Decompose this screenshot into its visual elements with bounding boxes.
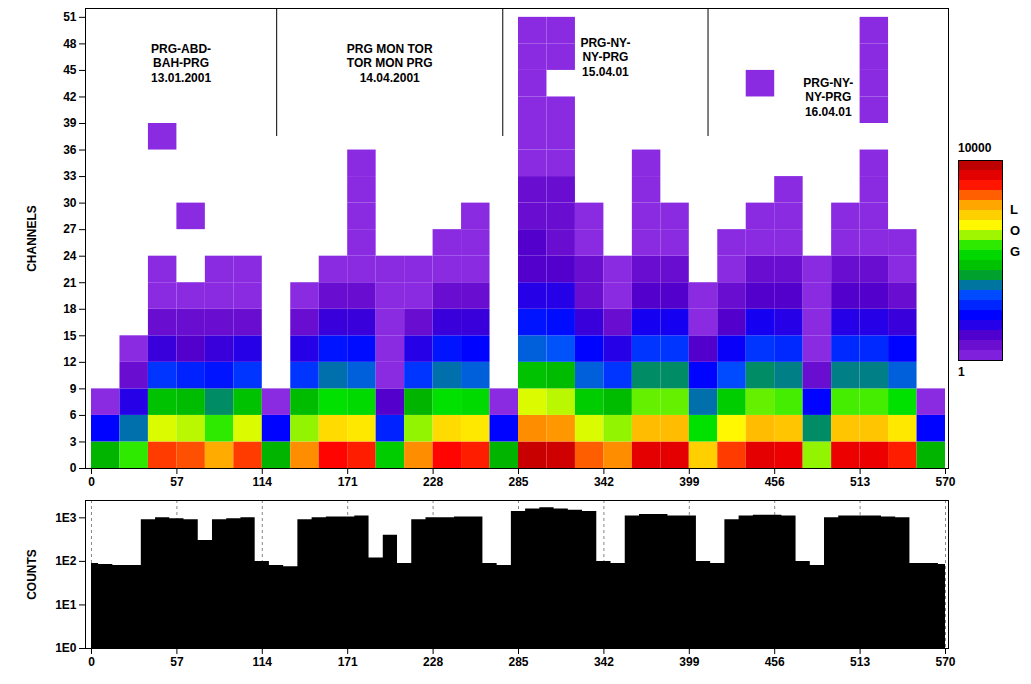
svg-text:COUNTS: COUNTS — [25, 549, 39, 600]
html-text:10000: 10000 — [958, 141, 992, 155]
svg-text:33: 33 — [63, 169, 77, 183]
svg-text:27: 27 — [63, 222, 77, 236]
svg-text:12: 12 — [63, 355, 77, 369]
svg-text:1E3: 1E3 — [55, 511, 77, 525]
svg-text:57: 57 — [170, 475, 184, 489]
svg-text:PRG MON TORTOR MON PRG14.04.20: PRG MON TORTOR MON PRG14.04.2001 — [347, 42, 433, 85]
svg-text:399: 399 — [679, 475, 699, 489]
svg-text:399: 399 — [679, 655, 699, 669]
svg-text:CHANNELS: CHANNELS — [25, 205, 39, 272]
svg-text:45: 45 — [63, 63, 77, 77]
html-text:1: 1 — [958, 365, 965, 379]
svg-text:24: 24 — [63, 249, 77, 263]
svg-text:1E0: 1E0 — [55, 641, 77, 655]
svg-text:18: 18 — [63, 302, 77, 316]
svg-text:114: 114 — [253, 475, 273, 489]
svg-text:3: 3 — [70, 435, 77, 449]
svg-text:342: 342 — [594, 475, 614, 489]
svg-text:228: 228 — [423, 655, 443, 669]
svg-text:PRG-ABD-BAH-PRG13.01.2001: PRG-ABD-BAH-PRG13.01.2001 — [151, 42, 211, 85]
svg-text:171: 171 — [338, 475, 358, 489]
svg-text:9: 9 — [70, 382, 77, 396]
svg-text:21: 21 — [63, 276, 77, 290]
svg-text:PRG-NY-NY-PRG15.04.01: PRG-NY-NY-PRG15.04.01 — [580, 36, 630, 79]
svg-text:114: 114 — [253, 655, 273, 669]
svg-text:285: 285 — [508, 475, 528, 489]
svg-text:51: 51 — [63, 10, 77, 24]
svg-text:456: 456 — [765, 475, 785, 489]
svg-text:570: 570 — [935, 655, 955, 669]
svg-text:57: 57 — [170, 655, 184, 669]
svg-text:48: 48 — [63, 37, 77, 51]
svg-text:285: 285 — [508, 655, 528, 669]
svg-text:570: 570 — [935, 475, 955, 489]
svg-text:0: 0 — [70, 461, 77, 475]
svg-text:171: 171 — [338, 655, 358, 669]
svg-text:513: 513 — [850, 475, 870, 489]
svg-text:36: 36 — [63, 143, 77, 157]
svg-text:1E1: 1E1 — [55, 598, 77, 612]
svg-text:513: 513 — [850, 655, 870, 669]
svg-text:1E2: 1E2 — [55, 554, 77, 568]
svg-text:30: 30 — [63, 196, 77, 210]
svg-text:15: 15 — [63, 329, 77, 343]
svg-text:42: 42 — [63, 90, 77, 104]
svg-text:456: 456 — [765, 655, 785, 669]
svg-text:6: 6 — [70, 408, 77, 422]
svg-text:228: 228 — [423, 475, 443, 489]
svg-text:0: 0 — [88, 475, 95, 489]
svg-text:342: 342 — [594, 655, 614, 669]
html-text:L O G: L O G — [1010, 202, 1021, 259]
svg-text:39: 39 — [63, 116, 77, 130]
svg-text:0: 0 — [88, 655, 95, 669]
svg-text:PRG-NY-NY-PRG16.04.01: PRG-NY-NY-PRG16.04.01 — [803, 76, 853, 119]
